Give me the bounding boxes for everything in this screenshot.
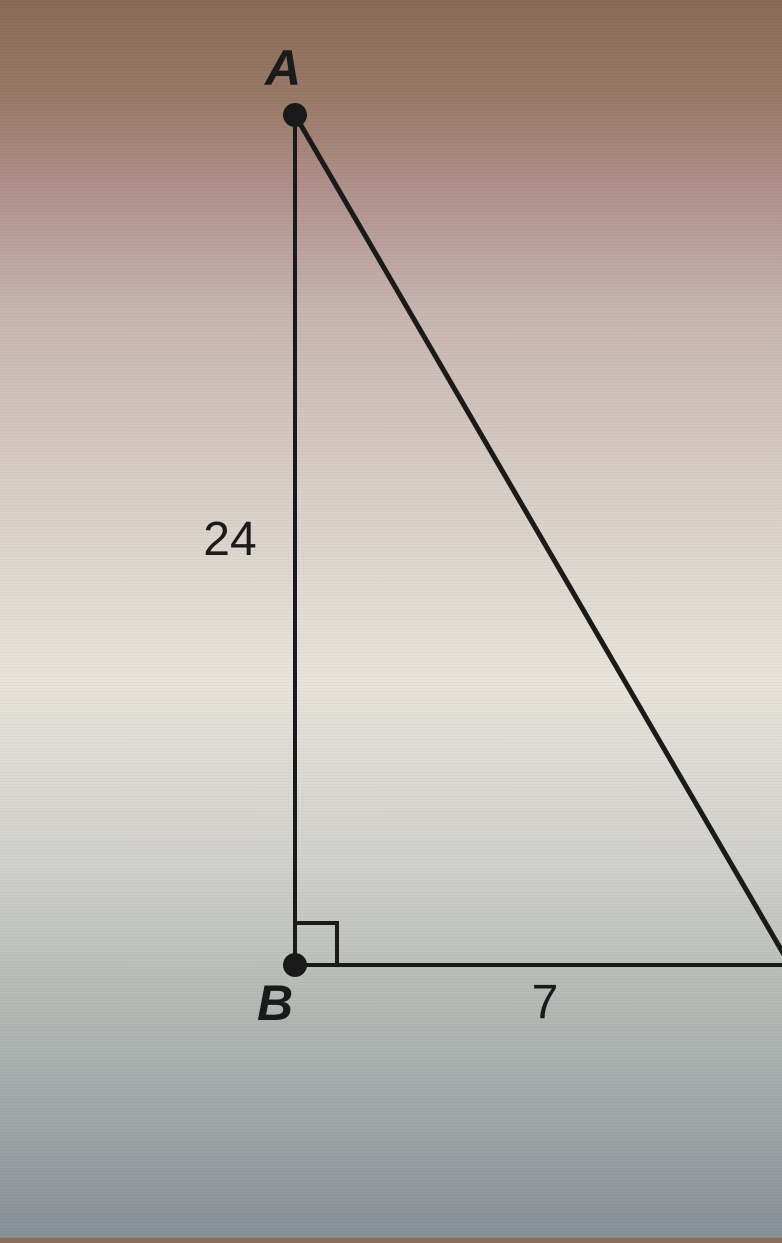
side-bc-length: 7 <box>532 976 559 1029</box>
vertex-b-point <box>283 953 307 977</box>
triangle-svg: A B 24 7 <box>0 0 782 1238</box>
vertex-b-label: B <box>257 975 293 1031</box>
vertex-a-label: A <box>263 40 301 96</box>
side-ab-length: 24 <box>203 513 256 566</box>
side-ac-hypotenuse <box>295 115 782 965</box>
vertex-a-point <box>283 103 307 127</box>
triangle-diagram: A B 24 7 <box>0 0 782 1238</box>
